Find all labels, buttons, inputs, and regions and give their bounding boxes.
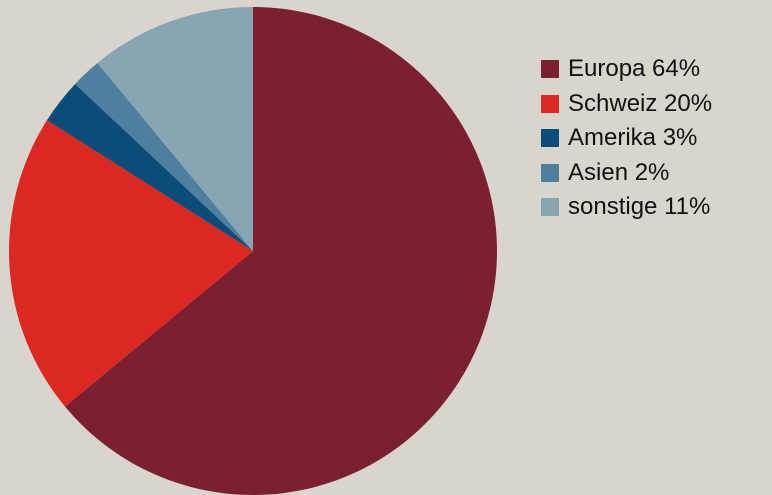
- legend-label-europa: Europa 64%: [568, 55, 701, 83]
- legend-item-schweiz: Schweiz 20%: [541, 87, 712, 122]
- legend-label-asien: Asien 2%: [568, 158, 670, 186]
- pie-slice-schweiz: [8, 120, 254, 407]
- pie-slice-asien: [75, 62, 253, 251]
- legend-swatch-europa: [541, 60, 559, 79]
- pie-slice-europa: [64, 7, 497, 495]
- legend-swatch-sonstige: [541, 198, 559, 217]
- legend-label-sonstige: sonstige 11%: [568, 193, 711, 221]
- legend: Europa 64% Schweiz 20% Amerika 3% Asien …: [541, 52, 712, 225]
- legend-swatch-asien: [541, 163, 559, 182]
- pie-slices: [8, 7, 497, 495]
- legend-item-europa: Europa 64%: [541, 52, 712, 87]
- legend-swatch-amerika: [541, 129, 559, 148]
- legend-item-amerika: Amerika 3%: [541, 121, 712, 156]
- legend-item-sonstige: sonstige 11%: [541, 190, 712, 225]
- pie-slice-amerika: [46, 83, 254, 251]
- legend-swatch-schweiz: [541, 94, 559, 113]
- legend-label-amerika: Amerika 3%: [568, 124, 698, 152]
- pie-slice-sonstige: [97, 7, 253, 251]
- legend-label-schweiz: Schweiz 20%: [568, 89, 713, 117]
- legend-item-asien: Asien 2%: [541, 156, 712, 191]
